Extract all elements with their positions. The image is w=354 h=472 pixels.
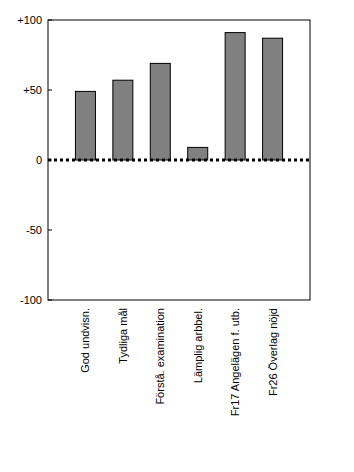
x-tick-label: Fr26 Överlag nöjd [267, 308, 279, 396]
bar [150, 63, 170, 160]
y-tick [48, 20, 52, 21]
bars [75, 33, 282, 160]
chart-svg: -100 -50 0 +50 +100 God undvisn. Tydliga mål Fö… [0, 0, 354, 472]
plot-frame [48, 20, 310, 300]
x-tick-label: Förstå. examination [154, 308, 166, 405]
zero-line [48, 159, 310, 162]
y-tick-label: -100 [20, 294, 42, 306]
x-tick-label: Lämplig arbbel. [192, 308, 204, 383]
bar [225, 33, 245, 160]
bar [188, 147, 208, 160]
y-tick-label: +50 [23, 84, 42, 96]
y-tick [48, 230, 52, 231]
x-tick-label: Tydliga mål [117, 308, 129, 364]
y-tick [48, 90, 52, 91]
bar [263, 38, 283, 160]
y-tick-label: 0 [36, 154, 42, 166]
bar [75, 91, 95, 160]
y-tick [48, 300, 52, 301]
x-tick-label: Fr17 Angelägen f. utb. [229, 308, 241, 416]
x-tick-label: God undvisn. [79, 308, 91, 373]
chart-container: -100 -50 0 +50 +100 God undvisn. Tydliga mål Fö… [0, 0, 354, 472]
y-tick [48, 160, 52, 161]
bar [113, 80, 133, 160]
y-tick-label: -50 [26, 224, 42, 236]
y-tick-label: +100 [17, 14, 42, 26]
